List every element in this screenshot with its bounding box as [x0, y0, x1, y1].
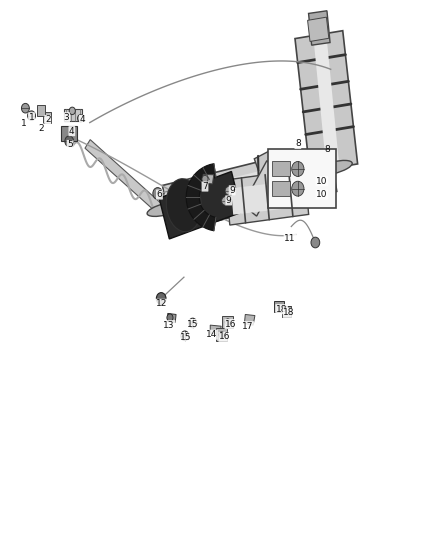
Text: 15: 15 [180, 333, 191, 342]
Text: 16: 16 [225, 320, 237, 328]
Polygon shape [226, 169, 309, 225]
Polygon shape [164, 154, 335, 223]
Polygon shape [210, 325, 221, 335]
Text: 13: 13 [163, 321, 175, 329]
Text: 1: 1 [21, 119, 27, 128]
Ellipse shape [314, 160, 352, 175]
Circle shape [153, 188, 162, 199]
Polygon shape [37, 105, 45, 116]
Text: 2: 2 [45, 116, 50, 124]
Circle shape [28, 111, 35, 120]
Text: 11: 11 [284, 234, 296, 243]
Text: 18: 18 [283, 309, 295, 317]
Circle shape [21, 103, 29, 113]
Bar [64, 109, 82, 121]
Polygon shape [282, 306, 291, 317]
Circle shape [219, 332, 224, 338]
Polygon shape [85, 140, 162, 213]
Circle shape [222, 197, 229, 205]
Ellipse shape [166, 179, 201, 232]
Text: 7: 7 [202, 182, 208, 191]
Circle shape [311, 237, 320, 248]
Circle shape [225, 187, 232, 195]
Text: 18: 18 [276, 305, 287, 313]
Circle shape [225, 319, 230, 325]
Text: 1: 1 [28, 113, 35, 122]
Circle shape [167, 314, 173, 321]
Circle shape [202, 175, 208, 183]
Text: 14: 14 [206, 330, 217, 339]
Circle shape [292, 161, 304, 176]
Polygon shape [162, 144, 337, 232]
Polygon shape [202, 174, 214, 184]
Text: 5: 5 [67, 141, 73, 149]
Polygon shape [186, 164, 216, 231]
Bar [272, 161, 290, 176]
Polygon shape [307, 17, 329, 42]
Polygon shape [159, 172, 242, 239]
Polygon shape [254, 151, 278, 182]
Text: 6: 6 [156, 190, 162, 199]
Text: 10: 10 [316, 190, 328, 199]
Polygon shape [168, 313, 176, 322]
Polygon shape [244, 314, 255, 325]
Polygon shape [222, 316, 233, 328]
Polygon shape [216, 328, 227, 341]
Text: 12: 12 [155, 300, 167, 308]
Bar [268, 149, 336, 208]
Text: 9: 9 [226, 196, 232, 205]
Polygon shape [308, 11, 330, 45]
Polygon shape [272, 154, 334, 182]
Bar [61, 126, 77, 141]
Ellipse shape [147, 201, 186, 216]
Text: 15: 15 [187, 320, 199, 328]
Text: 9: 9 [229, 186, 235, 195]
Polygon shape [43, 112, 51, 123]
Text: 3: 3 [64, 113, 70, 122]
Polygon shape [243, 161, 281, 216]
Text: 16: 16 [219, 333, 230, 341]
Text: 2: 2 [38, 124, 43, 133]
Text: 10: 10 [316, 177, 328, 185]
Circle shape [156, 293, 166, 304]
Circle shape [69, 107, 75, 115]
Circle shape [191, 321, 194, 325]
Text: 8: 8 [295, 140, 301, 148]
Text: 4: 4 [69, 127, 74, 135]
Polygon shape [231, 180, 305, 215]
Circle shape [65, 136, 74, 147]
Polygon shape [295, 31, 357, 172]
Text: 4: 4 [80, 116, 85, 124]
Text: 8: 8 [325, 145, 331, 154]
Bar [272, 181, 290, 196]
Polygon shape [274, 301, 284, 312]
Polygon shape [313, 34, 339, 169]
Circle shape [78, 115, 84, 122]
Circle shape [183, 334, 187, 338]
Circle shape [292, 181, 304, 196]
Text: 17: 17 [242, 322, 254, 330]
